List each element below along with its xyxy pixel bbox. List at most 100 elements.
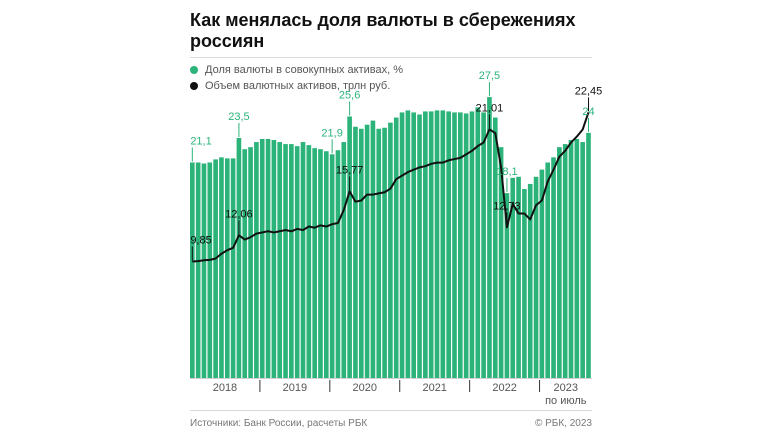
bar [201,163,207,378]
footer-divider [190,410,592,411]
bar [271,140,277,378]
bar [586,132,591,378]
bar [533,176,539,378]
bar [481,112,486,379]
bar [469,111,475,378]
data-label: 15,77 [336,164,364,176]
bar [539,169,545,378]
legend-green-dot-icon [190,66,198,74]
x-tick-label: 2020 [353,382,377,394]
bar [294,146,300,378]
legend-black-dot-icon [190,82,198,90]
bar [213,159,218,378]
bar [318,149,323,378]
bar [562,144,568,378]
data-label: 18,1 [496,166,517,178]
bar [458,112,463,379]
bar [504,193,510,378]
source-note: Источники: Банк России, расчеты РБК [190,418,368,429]
bar [417,114,422,378]
bar [487,97,492,379]
x-tick-label: 2019 [283,382,307,394]
bar [300,142,306,378]
bar [289,144,294,378]
title-divider [190,57,592,58]
bar [440,110,446,378]
bar [353,126,358,378]
data-label: 27,5 [479,70,500,82]
bar [492,117,498,378]
bar [277,142,283,378]
bar [510,177,516,378]
bar [265,138,271,378]
bar [405,110,411,378]
legend-item-volume: Объем валютных активов, трлн руб. [190,80,390,92]
bar [434,110,440,378]
data-label: 21,1 [190,135,211,147]
bar [580,142,585,378]
bar [195,162,201,378]
bar [242,149,248,378]
bar [370,120,376,378]
data-label: 23,5 [228,111,249,123]
x-tick-label: 2022 [492,382,516,394]
bar [568,140,574,378]
bar [347,116,352,378]
bar [312,148,317,378]
bar [224,158,230,378]
data-label: 12,73 [493,200,521,212]
bar [475,107,481,378]
bar [527,183,533,378]
data-label: 12,06 [225,208,253,220]
bar [522,189,527,378]
copyright: © РБК, 2023 [534,418,592,429]
bar [259,138,265,378]
bar [411,112,417,379]
bar [428,111,434,378]
bar [335,150,341,378]
bar [382,127,387,378]
bar [306,145,312,378]
x-tick-label: 2021 [422,382,446,394]
bar [248,147,253,378]
data-label: 25,6 [339,90,360,102]
x-tick-label: 2023 [554,382,578,394]
bar [341,142,347,378]
data-label: 21,9 [321,127,342,139]
bar [254,142,259,378]
data-label: 9,85 [190,234,211,246]
bar [545,162,551,378]
bar [516,176,521,378]
data-label: 24 [582,106,594,118]
bar [329,154,335,378]
bar [574,138,580,378]
bar [446,111,451,378]
bar [498,147,504,378]
x-tick-label: 2018 [213,382,237,394]
legend-label-volume: Объем валютных активов, трлн руб. [205,80,391,92]
bar [219,157,224,378]
data-label: 22,45 [575,85,603,97]
data-label: 21,01 [476,102,504,114]
bar [364,124,370,378]
bar [376,128,382,378]
legend-item-share: Доля валюты в совокупных активах, % [190,64,403,76]
chart-title: Как менялась доля валюты в сбережениях р… [190,10,576,51]
bar [463,113,469,378]
bar [358,128,364,378]
bar [452,112,457,379]
bar [190,162,195,378]
bar [399,112,405,379]
x-axis-note: по июль [545,395,587,407]
bar [423,111,428,378]
bar [324,151,329,378]
bar [283,144,288,378]
bar [557,147,562,378]
bar [236,137,242,378]
bar [551,157,556,378]
bar [393,117,399,378]
volume-line [192,112,590,263]
bar [388,122,393,378]
legend-label-share: Доля валюты в совокупных активах, % [205,64,404,76]
